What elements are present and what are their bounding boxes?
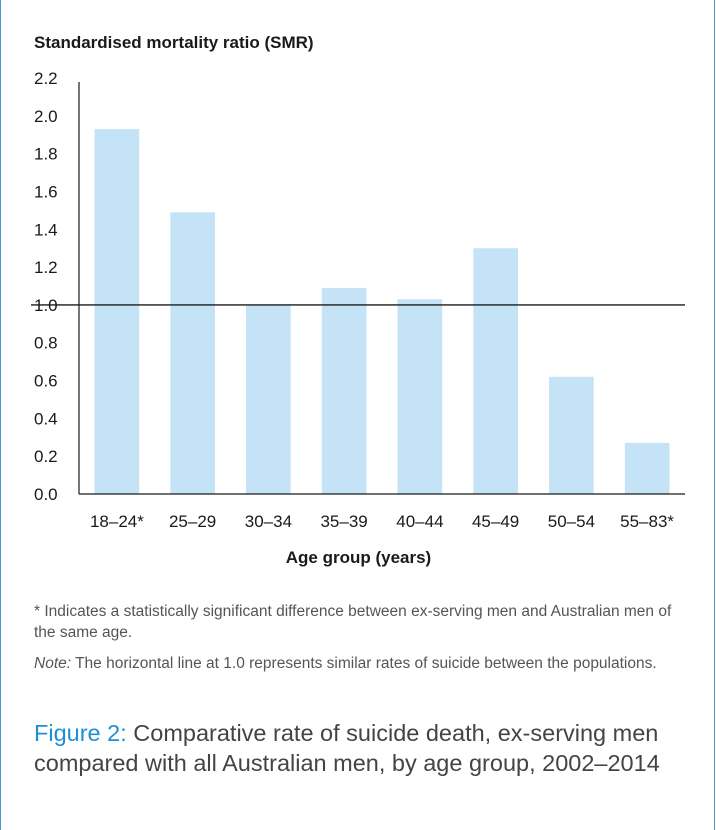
caption-label: Figure 2:: [34, 720, 127, 746]
y-tick-labels: 0.00.20.40.60.81.01.21.41.61.82.02.2: [34, 69, 58, 504]
y-tick-label: 2.0: [34, 107, 58, 126]
y-axis-title: Standardised mortality ratio (SMR): [34, 33, 314, 52]
x-tick-label: 50–54: [548, 512, 595, 531]
bar-6: [549, 376, 594, 494]
y-tick-label: 0.0: [34, 485, 58, 504]
bar-7: [624, 442, 670, 494]
x-tick-label: 30–34: [245, 512, 292, 531]
x-tick-labels: 18–24* 25–29 30–34 35–39 40–44 45–49 50–54 55–8…: [90, 512, 674, 531]
y-tick-label: 2.2: [34, 69, 58, 88]
x-tick-label: 55–83*: [620, 512, 674, 531]
caption-text: Comparative rate of suicide death, ex-se…: [34, 720, 660, 776]
bar-1: [170, 212, 215, 495]
x-tick-label: 35–39: [320, 512, 367, 531]
x-tick-label: 18–24*: [90, 512, 144, 531]
note-footnote: Note: The horizontal line at 1.0 represe…: [34, 653, 694, 674]
bar-2: [246, 304, 291, 494]
bar-3: [321, 287, 367, 494]
y-tick-label: 1.2: [34, 258, 58, 277]
bar-chart: 0.00.20.40.60.81.01.21.41.61.82.02.2 18–…: [31, 69, 685, 531]
note-text: The horizontal line at 1.0 represents si…: [71, 655, 657, 672]
figure-caption: Figure 2: Comparative rate of suicide de…: [34, 718, 694, 778]
bars-group: [94, 129, 670, 495]
y-tick-label: 0.8: [34, 334, 58, 353]
x-axis-title: Age group (years): [285, 548, 432, 567]
significance-footnote: * Indicates a statistically significant …: [34, 603, 672, 641]
y-tick-label: 1.8: [34, 145, 58, 164]
bar-4: [397, 299, 443, 494]
x-tick-label: 45–49: [472, 512, 519, 531]
y-tick-label: 0.6: [34, 372, 58, 391]
bar-5: [473, 248, 518, 494]
x-tick-label: 25–29: [169, 512, 216, 531]
y-tick-label: 0.4: [34, 409, 58, 428]
y-tick-label: 1.6: [34, 183, 58, 202]
x-tick-label: 40–44: [396, 512, 443, 531]
y-tick-label: 1.4: [34, 220, 58, 239]
bar-0: [94, 129, 140, 494]
note-label: Note:: [34, 655, 72, 672]
y-tick-label: 0.2: [34, 447, 58, 466]
